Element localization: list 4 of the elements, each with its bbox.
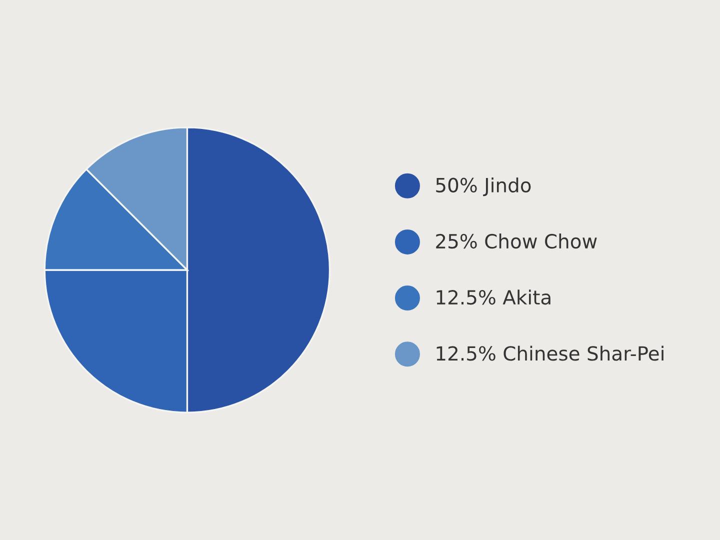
legend-label: 12.5% Chinese Shar-Pei: [436, 346, 664, 361]
legend-label: 50% Jindo: [436, 177, 531, 196]
legend-label: 12.5% Akita: [436, 290, 550, 305]
legend-label: 25% Chow Chow: [436, 234, 597, 249]
